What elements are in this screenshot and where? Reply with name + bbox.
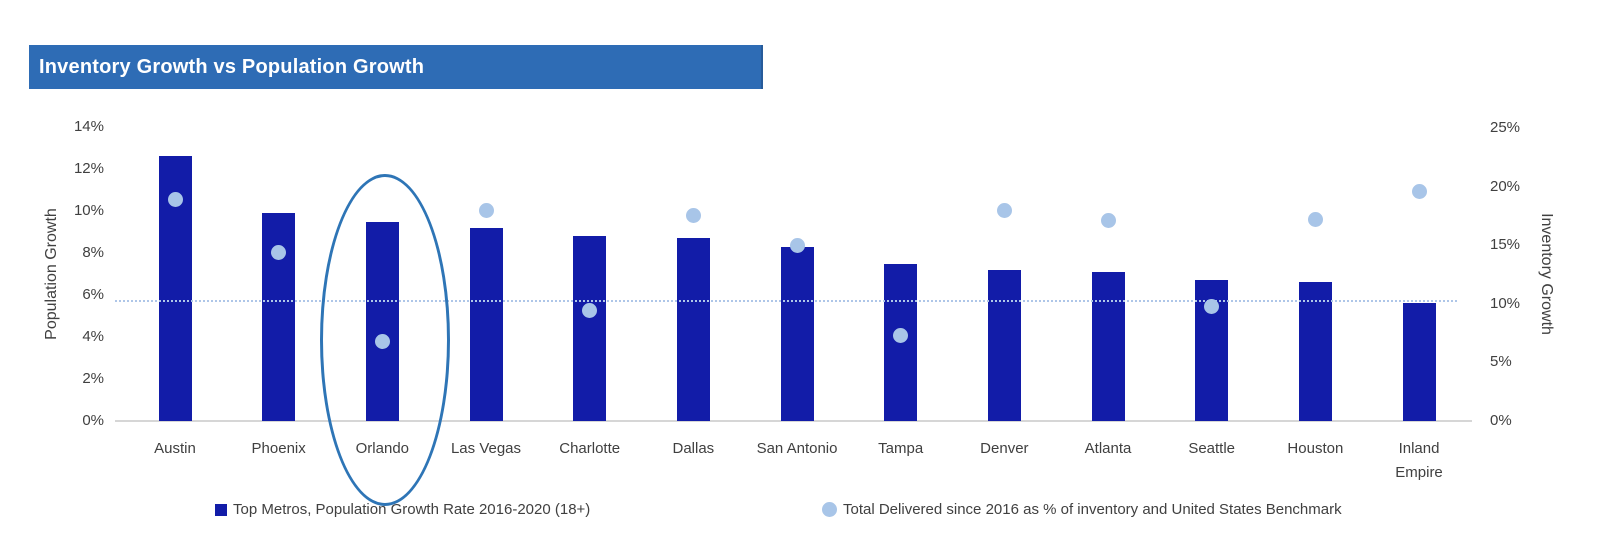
y-axis-left-tick-4-: 4%	[82, 328, 104, 345]
y-axis-right-tick-20-: 20%	[1490, 177, 1521, 195]
y-axis-right-tick-10-: 10%	[1490, 294, 1521, 312]
x-axis-label-atlanta: Atlanta	[1084, 440, 1132, 457]
dot-inland-empire	[1411, 183, 1427, 199]
dot-houston	[1307, 211, 1323, 227]
x-axis-label-dallas: Dallas	[672, 440, 715, 457]
bar-atlanta	[1091, 271, 1125, 421]
x-axis-label-seattle: Seattle	[1188, 440, 1236, 457]
x-axis-label-houston: Houston	[1287, 440, 1344, 457]
bar-dallas	[676, 238, 710, 421]
dot-dallas	[685, 208, 701, 224]
x-axis-label-tampa: Tampa	[878, 440, 924, 457]
y-axis-left-tick-8-: 8%	[82, 244, 104, 261]
legend-item-bars: Top Metros, Population Growth Rate 2016-…	[215, 501, 590, 518]
x-axis-label-inland-empire: Inland Empire	[1395, 440, 1443, 481]
x-axis-label-san-antonio: San Antonio	[756, 440, 838, 457]
chart-title-bar: Inventory Growth vs Population Growth	[29, 45, 763, 89]
chart-title: Inventory Growth vs Population Growth	[39, 55, 425, 78]
highlight-ellipse-orlando	[320, 174, 451, 506]
bar-denver	[987, 269, 1021, 421]
y-axis-left-tick-12-: 12%	[73, 160, 104, 177]
legend-item-dots: Total Delivered since 2016 as % of inven…	[822, 501, 1342, 518]
dot-las-vegas	[478, 202, 494, 218]
bar-charlotte	[573, 236, 607, 421]
dot-charlotte	[582, 303, 598, 319]
dot-series-marker-icon	[822, 502, 837, 517]
benchmark-line	[115, 300, 1457, 303]
dot-tampa	[893, 327, 909, 343]
dot-atlanta	[1100, 213, 1116, 229]
dot-austin	[167, 191, 183, 207]
y-axis-right-tick-15-: 15%	[1490, 236, 1521, 254]
bar-series-marker-icon	[215, 503, 227, 516]
bar-inland-empire	[1402, 303, 1436, 421]
y-axis-left-tick-14-: 14%	[73, 118, 104, 135]
y-axis-left-tick-2-: 2%	[82, 370, 104, 387]
x-axis-label-las-vegas: Las Vegas	[450, 440, 522, 457]
x-axis-line	[115, 420, 1472, 422]
bar-san-antonio	[780, 246, 814, 421]
dot-san-antonio	[789, 237, 805, 253]
x-axis-label-charlotte: Charlotte	[559, 440, 621, 457]
right-axis-title: Inventory Growth	[1538, 213, 1555, 335]
x-axis-label-phoenix: Phoenix	[251, 440, 306, 457]
y-axis-left-tick-10-: 10%	[73, 202, 104, 219]
y-axis-left-tick-6-: 6%	[82, 286, 104, 303]
y-axis-right-tick-25-: 25%	[1490, 119, 1521, 136]
dot-denver	[996, 202, 1012, 218]
bar-las-vegas	[469, 227, 503, 421]
dot-phoenix	[271, 244, 287, 260]
legend-item-label: Top Metros, Population Growth Rate 2016-…	[233, 501, 591, 518]
x-axis-label-denver: Denver	[980, 440, 1029, 457]
y-axis-left-tick-0-: 0%	[82, 412, 104, 429]
left-axis-title: Population Growth	[43, 208, 60, 340]
y-axis-right-tick-5-: 5%	[1490, 353, 1512, 371]
y-axis-right-tick-0-: 0%	[1490, 412, 1512, 429]
legend-item-label: Total Delivered since 2016 as % of inven…	[843, 501, 1342, 518]
bar-houston	[1298, 282, 1332, 421]
x-axis-label-austin: Austin	[154, 440, 196, 457]
dot-seattle	[1204, 298, 1220, 314]
